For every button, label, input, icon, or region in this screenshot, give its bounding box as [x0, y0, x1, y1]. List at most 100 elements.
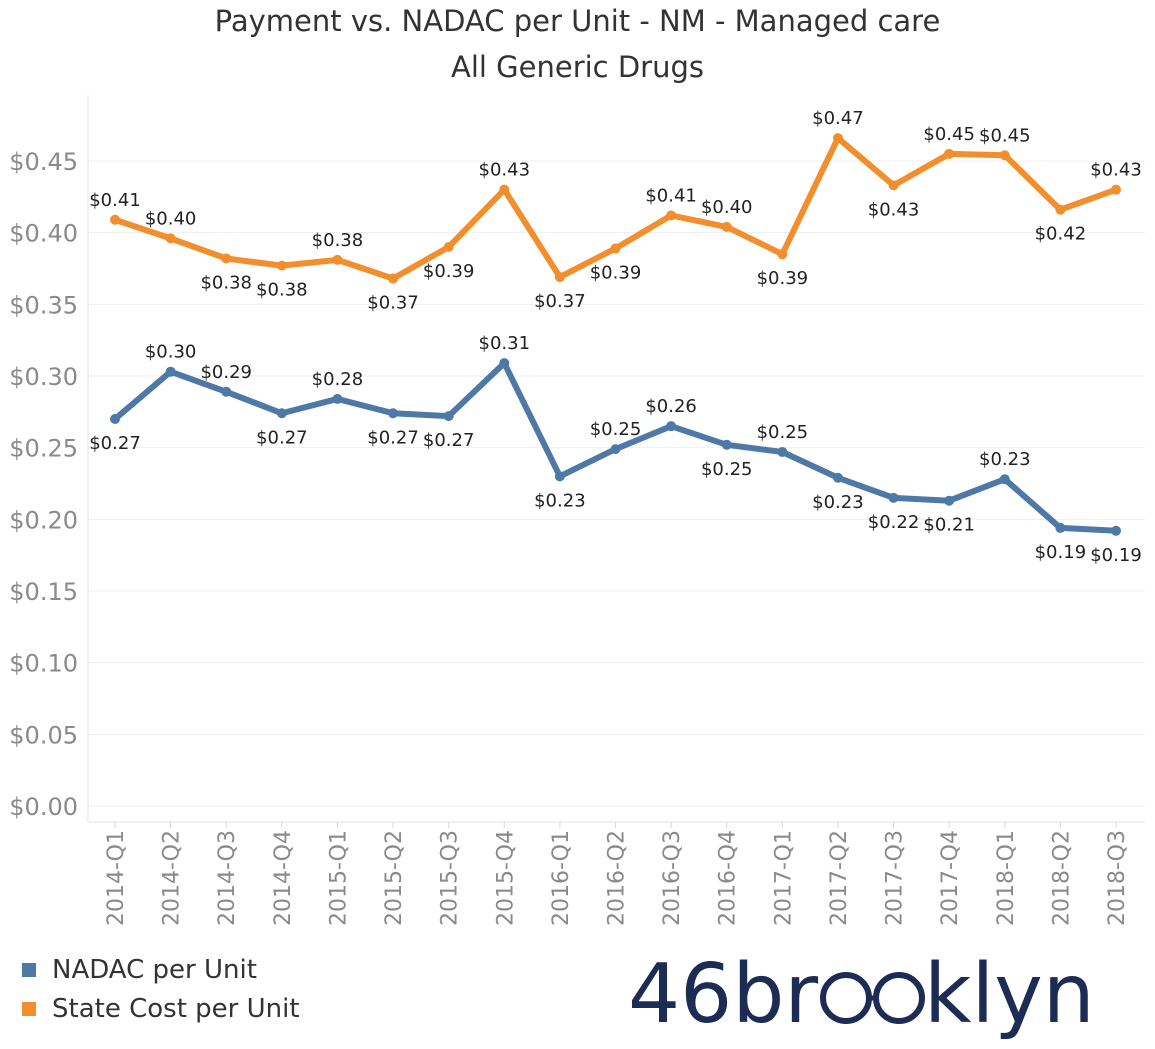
data-label: $0.41 [89, 190, 141, 211]
data-point [832, 472, 843, 483]
data-point [999, 474, 1010, 485]
data-label: $0.27 [256, 427, 308, 448]
y-tick-label: $0.40 [9, 220, 78, 248]
x-tick-label: 2017-Q4 [938, 830, 963, 926]
data-label: $0.38 [256, 280, 308, 301]
legend-swatch-nadac [22, 963, 36, 977]
y-tick-label: $0.25 [9, 435, 78, 463]
data-point [610, 243, 621, 254]
data-label: $0.39 [757, 268, 809, 289]
x-tick-label: 2015-Q1 [326, 830, 351, 926]
data-point [1111, 184, 1121, 195]
data-label: $0.38 [200, 272, 252, 293]
data-point [1111, 525, 1121, 536]
data-label: $0.27 [367, 427, 419, 448]
data-point [666, 210, 677, 221]
data-label: $0.45 [923, 124, 975, 145]
data-point [276, 408, 287, 419]
data-label: $0.45 [979, 125, 1031, 146]
x-tick-label: 2015-Q4 [493, 830, 518, 926]
x-tick-label: 2018-Q1 [994, 830, 1019, 926]
data-label: $0.23 [534, 490, 586, 511]
axes: $0.00 $0.05 $0.10 $0.15 $0.20 $0.25 $0.30 $0.35… [9, 95, 1145, 926]
x-tick-label: 2018-Q3 [1105, 830, 1130, 926]
data-point [443, 242, 454, 252]
data-label: $0.38 [312, 230, 364, 251]
data-label: $0.43 [479, 160, 531, 181]
y-tick-label: $0.30 [9, 363, 78, 391]
data-point [721, 439, 732, 450]
y-tick-label: $0.20 [9, 506, 78, 534]
x-tick-label: 2014-Q4 [271, 830, 296, 926]
data-label: $0.39 [423, 261, 475, 282]
data-label: $0.40 [145, 208, 197, 229]
data-label: $0.43 [868, 199, 920, 220]
data-label: $0.21 [923, 515, 975, 536]
data-point [666, 421, 677, 432]
data-label: $0.25 [757, 422, 809, 443]
x-tick-label: 2014-Q3 [215, 830, 240, 926]
data-label: $0.37 [367, 293, 419, 314]
data-label: $0.25 [590, 419, 642, 440]
x-tick-label: 2016-Q2 [605, 830, 630, 926]
x-tick-label: 2016-Q4 [716, 830, 741, 926]
data-point [610, 444, 621, 455]
x-tick-label: 2014-Q2 [160, 830, 185, 926]
data-point [165, 233, 176, 244]
data-point [554, 272, 565, 283]
chart-title: Payment vs. NADAC per Unit - NM - Manage… [214, 4, 941, 38]
data-point [388, 408, 399, 419]
data-point [554, 471, 565, 482]
x-tick-label: 2017-Q2 [827, 830, 852, 926]
legend-item-nadac: NADAC per Unit [22, 955, 257, 985]
data-label: $0.40 [701, 197, 753, 218]
x-tick-label: 2018-Q2 [1049, 830, 1074, 926]
legend-item-state-cost: State Cost per Unit [22, 994, 300, 1024]
data-point [1055, 204, 1066, 215]
legend-label-nadac: NADAC per Unit [52, 955, 257, 985]
y-tick-label: $0.15 [9, 578, 78, 606]
data-label: $0.41 [645, 185, 697, 206]
data-point [332, 393, 343, 404]
x-tick-label: 2016-Q3 [660, 830, 685, 926]
x-tick-label: 2016-Q1 [549, 830, 574, 926]
data-point [221, 386, 232, 397]
data-label: $0.19 [1090, 545, 1142, 566]
data-point [888, 180, 899, 191]
data-label: $0.47 [812, 108, 864, 129]
gridlines [88, 160, 1145, 807]
data-point [999, 150, 1010, 161]
data-point [110, 214, 120, 225]
data-point [777, 249, 788, 260]
data-point [1055, 522, 1066, 533]
data-point [110, 414, 120, 424]
data-label: $0.37 [534, 291, 586, 312]
series-line-state-cost [112, 135, 1119, 282]
data-label: $0.30 [145, 342, 197, 363]
data-point [165, 366, 176, 377]
data-labels: $0.27$0.30$0.29$0.27$0.28$0.27 $0.27$0.31… [89, 108, 1142, 566]
data-label: $0.29 [200, 362, 252, 383]
y-tick-label: $0.00 [9, 793, 78, 821]
x-tick-label: 2015-Q3 [438, 830, 463, 926]
data-point [388, 273, 399, 284]
brand-logo: 46br klyn [628, 950, 1095, 1040]
series [110, 133, 1121, 536]
y-tick-label: $0.35 [9, 291, 78, 319]
data-point [221, 253, 232, 264]
data-label: $0.43 [1090, 160, 1142, 181]
data-label: $0.28 [312, 369, 364, 390]
chart-subtitle: All Generic Drugs [451, 50, 704, 84]
legend-label-state-cost: State Cost per Unit [52, 994, 300, 1024]
legend-swatch-state-cost [22, 1002, 36, 1016]
data-label: $0.39 [590, 262, 642, 283]
logo-text-start: 46br [628, 950, 818, 1040]
data-point [499, 358, 510, 369]
logo-text-end: klyn [924, 950, 1095, 1040]
x-tick-label: 2017-Q1 [771, 830, 796, 926]
data-label: $0.26 [645, 396, 697, 417]
data-point [944, 148, 955, 159]
data-point [888, 492, 899, 503]
data-point [721, 221, 732, 232]
glasses-icon [820, 972, 925, 1024]
